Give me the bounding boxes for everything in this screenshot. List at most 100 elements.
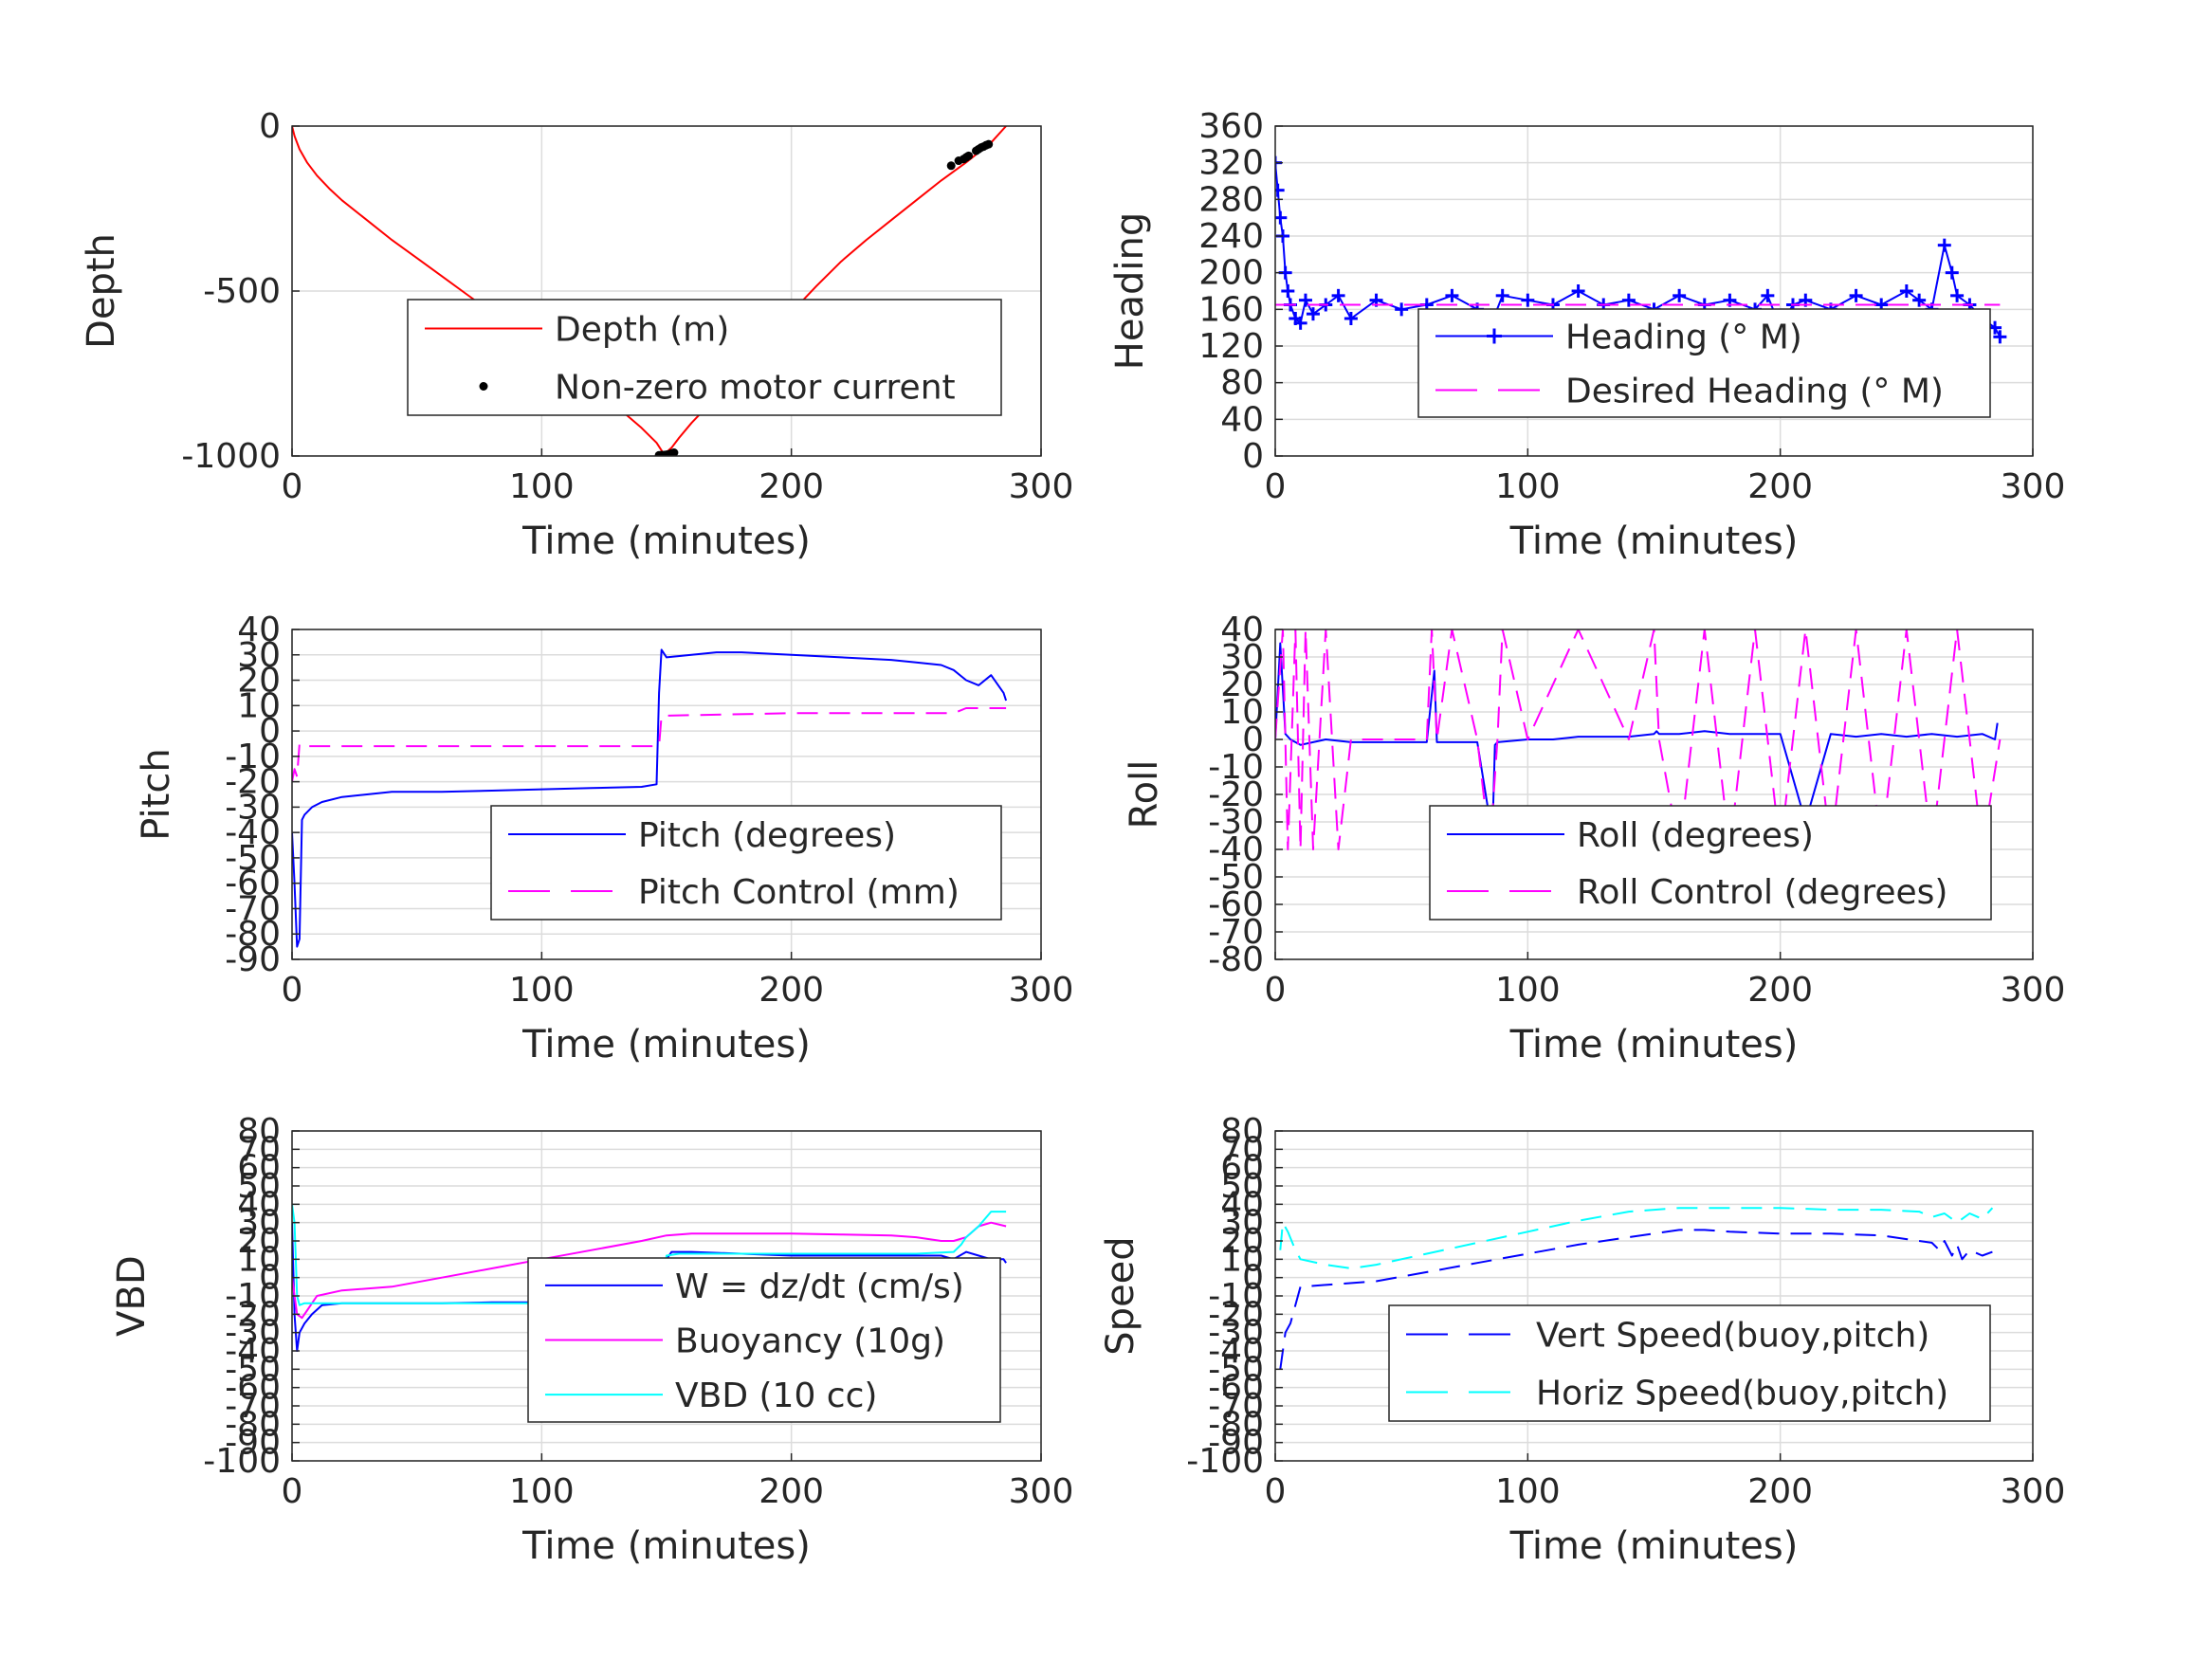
legend-label: Pitch Control (mm) — [638, 873, 960, 912]
x-axis-label: Time (minutes) — [521, 1524, 811, 1568]
series-line-roll-0 — [1275, 642, 1999, 837]
y-tick-label: 80 — [1220, 364, 1264, 403]
y-tick-label: 40 — [1220, 611, 1264, 649]
x-tick-label: 0 — [282, 467, 303, 506]
legend: Vert Speed(buoy,pitch) Horiz Speed(buoy,p… — [1388, 1304, 1991, 1422]
y-tick-label: 50 — [237, 1167, 281, 1206]
y-tick-label: -30 — [1208, 803, 1264, 842]
series-line-pitch-0 — [292, 648, 1008, 948]
y-tick-label: 40 — [237, 1185, 281, 1224]
x-tick-label: 200 — [1747, 467, 1813, 506]
data-point-heading-series-0 — [1445, 288, 1459, 302]
legend-label: Desired Heading (° M) — [1565, 373, 1944, 411]
y-tick-label: 10 — [1220, 1240, 1264, 1279]
y-tick-label: -20 — [225, 763, 281, 802]
data-point-heading-series-0 — [1275, 183, 1285, 197]
y-tick-label: 10 — [237, 686, 281, 725]
y-tick-label: -70 — [225, 1387, 281, 1426]
x-tick-label: 0 — [1265, 467, 1287, 506]
legend-box — [1388, 1304, 1991, 1422]
y-axis-label: Depth — [80, 233, 123, 349]
data-point-heading-series-0 — [1281, 284, 1295, 298]
legend-label: Buoyancy (10g) — [675, 1322, 945, 1361]
legend: Depth (m) Non-zero motor current — [407, 299, 1002, 416]
data-layer — [292, 648, 1008, 948]
y-tick-label: 30 — [1220, 638, 1264, 677]
legend-label: Vert Speed(buoy,pitch) — [1536, 1317, 1929, 1356]
data-point-heading-series-0 — [1673, 288, 1687, 302]
y-tick-label: 0 — [259, 712, 281, 751]
y-tick-label: -40 — [1208, 1332, 1264, 1371]
y-tick-label: -1000 — [181, 437, 281, 476]
y-tick-label: -20 — [1208, 775, 1264, 814]
x-tick-label: 100 — [509, 467, 575, 506]
legend-marker — [479, 382, 488, 391]
legend: Heading (° M) Desired Heading (° M) — [1417, 308, 1991, 418]
y-tick-label: -10 — [225, 1277, 281, 1316]
y-tick-label: 20 — [1220, 1222, 1264, 1261]
x-axis-label: Time (minutes) — [521, 1023, 811, 1066]
x-tick-label: 200 — [759, 1472, 824, 1511]
y-tick-label: 60 — [1220, 1149, 1264, 1188]
y-axis-label: Pitch — [135, 748, 178, 840]
y-tick-label: -30 — [1208, 1314, 1264, 1353]
y-tick-label: -80 — [1208, 940, 1264, 979]
x-tick-label: 300 — [2001, 971, 2066, 1010]
data-point-depth-series-1 — [946, 161, 956, 171]
y-tick-label: 50 — [1220, 1167, 1264, 1206]
x-tick-label: 200 — [1747, 1472, 1813, 1511]
x-tick-label: 100 — [1495, 467, 1561, 506]
y-tick-label: 60 — [237, 1149, 281, 1188]
data-point-heading-series-0 — [1495, 288, 1509, 302]
subplot-roll: 0 100 200 300-80-70-60-50-40-30-20-10010203… — [1123, 611, 2065, 1066]
data-layer — [292, 126, 1007, 456]
y-tick-label: -20 — [1208, 1295, 1264, 1334]
y-tick-label: 0 — [259, 1259, 281, 1298]
series-line-speed-0 — [1279, 1229, 1993, 1370]
legend-label: W = dz/dt (cm/s) — [675, 1267, 964, 1306]
subplot-speed: 0 100 200 300-100-90-80-70-60-50-40-30-20-1… — [1099, 1112, 2065, 1568]
x-axis-label: Time (minutes) — [1509, 520, 1799, 563]
y-tick-label: 30 — [1220, 1204, 1264, 1243]
x-tick-label: 0 — [1265, 971, 1287, 1010]
y-tick-label: -60 — [225, 1369, 281, 1408]
y-tick-label: 280 — [1198, 180, 1264, 219]
subplot-depth: 0 100 200 300 -1000 -500 0 Time (minutes) Depth D… — [80, 107, 1073, 563]
y-tick-label: 0 — [1242, 1259, 1264, 1298]
data-point-heading-series-0 — [1571, 284, 1585, 298]
axes-frame — [1274, 125, 2034, 457]
y-tick-label: -10 — [225, 738, 281, 776]
x-tick-label: 100 — [1495, 1472, 1561, 1511]
y-tick-label: 200 — [1198, 254, 1264, 293]
data-point-heading-series-0 — [1344, 312, 1358, 325]
y-tick-label: -50 — [225, 1350, 281, 1389]
y-tick-label: 0 — [1242, 720, 1264, 759]
y-tick-label: 320 — [1198, 144, 1264, 183]
x-tick-label: 100 — [509, 1472, 575, 1511]
legend: Roll (degrees) Roll Control (degrees) — [1429, 805, 1992, 921]
y-tick-label: 0 — [1242, 437, 1264, 476]
subplot-heading: 0 100 200 30004080120160200240280320360Time… — [1108, 107, 2065, 563]
data-point-depth-series-1 — [669, 448, 679, 456]
y-tick-label: 20 — [237, 1222, 281, 1261]
legend: Pitch (degrees) Pitch Control (mm) — [490, 805, 1002, 921]
y-tick-label: 10 — [237, 1240, 281, 1279]
x-tick-label: 200 — [759, 971, 824, 1010]
y-tick-label: -60 — [225, 865, 281, 903]
data-point-heading-series-0 — [1621, 293, 1636, 307]
x-tick-label: 100 — [1495, 971, 1561, 1010]
data-point-heading-series-0 — [1331, 288, 1345, 302]
y-tick-label: -500 — [203, 272, 281, 311]
data-point-heading-series-0 — [1950, 288, 1965, 302]
y-tick-label: -70 — [1208, 1387, 1264, 1426]
y-tick-label: -90 — [225, 1424, 281, 1463]
x-tick-label: 200 — [1747, 971, 1813, 1010]
x-tick-label: 100 — [509, 971, 575, 1010]
y-tick-label: 20 — [237, 662, 281, 701]
legend-box — [1417, 308, 1991, 418]
x-tick-label: 0 — [282, 971, 303, 1010]
y-tick-label: 240 — [1198, 217, 1264, 256]
data-point-heading-series-0 — [1945, 265, 1959, 280]
axes-frame — [291, 629, 1042, 960]
